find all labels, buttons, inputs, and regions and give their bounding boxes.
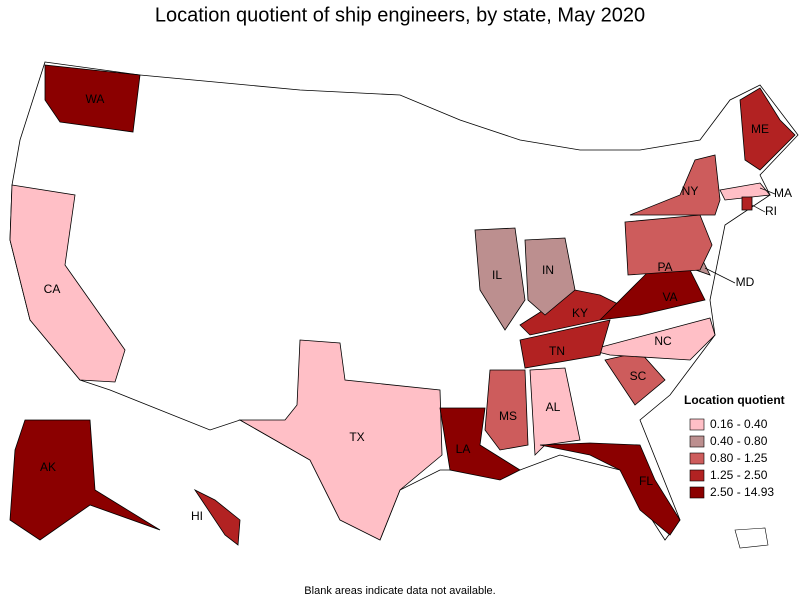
- state-label: MD: [736, 275, 755, 289]
- legend-label: 0.40 - 0.80: [710, 434, 768, 448]
- state-shape: [474, 227, 526, 331]
- state-label: NC: [654, 334, 672, 348]
- state-label: ME: [751, 122, 769, 136]
- state-shape: [193, 488, 241, 546]
- legend-label: 0.16 - 0.40: [710, 417, 768, 431]
- state-label: MS: [499, 409, 517, 423]
- state-shape: [588, 317, 716, 361]
- state-label: LA: [456, 442, 471, 456]
- legend-label: 1.25 - 2.50: [710, 468, 768, 482]
- state-label: WA: [86, 92, 105, 106]
- state-label: MA: [774, 186, 792, 200]
- legend-label: 2.50 - 14.93: [710, 485, 774, 499]
- state-label: RI: [765, 204, 777, 218]
- state-shape: [741, 196, 753, 211]
- state-shape: [524, 237, 576, 316]
- state-shape: [519, 319, 611, 369]
- state-shape: [484, 369, 529, 451]
- state-label: TX: [349, 430, 364, 444]
- state-shape: [439, 407, 521, 481]
- leader-line: [759, 187, 776, 195]
- puerto-rico: [734, 527, 769, 549]
- state-shape: [539, 442, 681, 536]
- legend-swatch: [689, 469, 705, 482]
- legend-swatch: [689, 486, 705, 499]
- state-label: TN: [549, 344, 565, 358]
- state-label: HI: [191, 509, 203, 523]
- state-label: IN: [542, 263, 554, 277]
- state-label: FL: [639, 474, 653, 488]
- state-shape: [719, 182, 771, 201]
- leader-line: [751, 204, 766, 213]
- state-label: SC: [630, 369, 647, 383]
- state-label: PA: [657, 260, 672, 274]
- footnote: Blank areas indicate data not available.: [304, 585, 495, 597]
- state-shape: [624, 214, 713, 276]
- legend-title: Location quotient: [684, 393, 785, 407]
- legend-label: 0.80 - 1.25: [710, 451, 768, 465]
- state-label: VA: [662, 290, 677, 304]
- state-shape: [44, 64, 141, 133]
- state-shape: [9, 184, 126, 383]
- legend-swatch: [689, 418, 705, 431]
- us-outline: [9, 61, 799, 541]
- leader-line: [704, 267, 736, 284]
- state-label: AK: [40, 460, 56, 474]
- state-label: KY: [572, 306, 588, 320]
- state-shape: [739, 87, 796, 171]
- legend-swatch: [689, 435, 705, 448]
- state-label: CA: [44, 282, 61, 296]
- state-label: IL: [492, 268, 502, 282]
- state-shape: [9, 419, 161, 541]
- state-shape: [529, 367, 581, 456]
- legend-swatch: [689, 452, 705, 465]
- state-shape: [629, 154, 721, 216]
- state-shape: [238, 339, 443, 541]
- title: Location quotient of ship engineers, by …: [155, 4, 645, 26]
- state-label: AL: [546, 400, 561, 414]
- state-label: NY: [682, 184, 699, 198]
